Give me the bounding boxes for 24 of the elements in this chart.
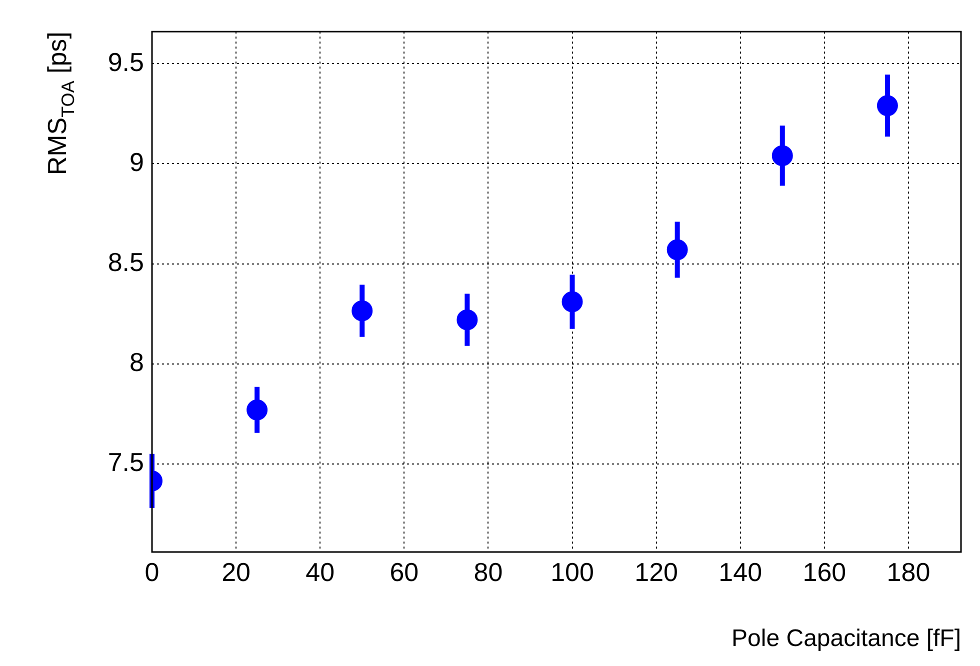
x-tick-label: 120 xyxy=(634,556,678,587)
x-tick-label: 140 xyxy=(718,556,762,587)
x-tick-label: 20 xyxy=(222,556,251,587)
y-tick-label: 8 xyxy=(130,347,144,378)
x-tick-label: 60 xyxy=(390,556,419,587)
point xyxy=(562,291,583,312)
point xyxy=(246,399,268,420)
y-tick-label: 9.5 xyxy=(108,46,144,77)
point xyxy=(772,145,793,166)
point xyxy=(876,95,898,116)
y-tick-label: 9 xyxy=(130,146,144,177)
x-tick-label: 80 xyxy=(474,556,503,587)
x-tick-label: 40 xyxy=(306,556,335,587)
point xyxy=(352,300,373,322)
x-axis-title: Pole Capacitance [fF] xyxy=(732,625,961,652)
y-tick-label: 7.5 xyxy=(108,447,144,478)
x-tick-label: 100 xyxy=(550,556,594,587)
x-tick-label: 0 xyxy=(144,556,160,587)
point xyxy=(666,239,688,260)
y-tick-label: 8.5 xyxy=(108,246,144,277)
point xyxy=(456,309,478,330)
y-axis-title: RMSTOA [ps] xyxy=(42,32,78,176)
x-tick-label: 160 xyxy=(802,556,846,587)
x-tick-label: 180 xyxy=(886,556,930,587)
